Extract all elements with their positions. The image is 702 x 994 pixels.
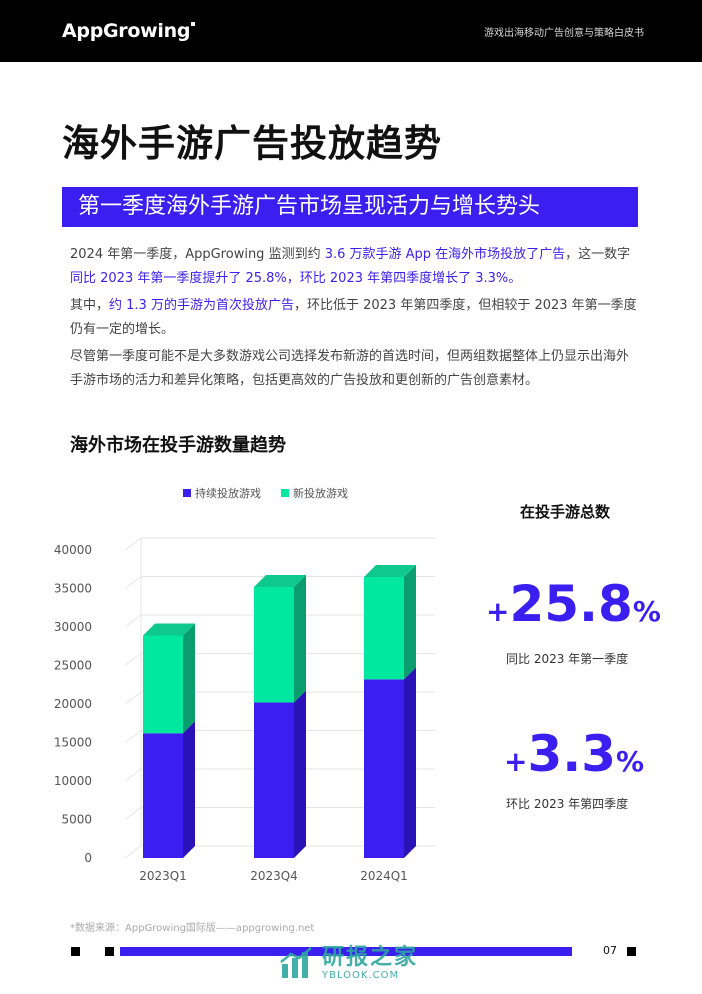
y-tick-label-4: 20000 xyxy=(54,697,92,711)
paragraph-2: 其中，约 1.3 万的手游为首次投放广告，环比低于 2023 年第四季度，但相较… xyxy=(70,294,638,342)
x-tick-label-2: 2024Q1 xyxy=(360,869,408,883)
watermark-sub-text: YBLOOK.COM xyxy=(322,969,400,981)
footer-square-left-2 xyxy=(105,947,114,956)
bar-top-2023Q1 xyxy=(143,623,195,636)
grid-side-4 xyxy=(124,691,142,705)
p1-highlight-1: 3.6 万款手游 App 在海外市场投放了广告 xyxy=(324,247,566,262)
qoq-caption: 环比 2023 年第四季度 xyxy=(506,797,629,811)
qoq-value: 3.3 xyxy=(527,725,617,783)
yoy-value: 25.8 xyxy=(509,575,633,633)
grid-side-3 xyxy=(124,730,142,743)
qoq-percent: % xyxy=(616,745,645,778)
footer-square-right xyxy=(627,947,636,956)
bar-2023Q1-continuing xyxy=(143,733,183,858)
bar-side-2024Q1-0 xyxy=(404,667,416,858)
bar-2023Q4-continuing xyxy=(254,702,294,858)
stacked-bar-chart: 0 5000 10000 15000 20000 25000 30000 35000 40000… xyxy=(54,537,435,883)
y-tick-label-5: 25000 xyxy=(54,659,92,673)
y-tick-label-8: 40000 xyxy=(54,543,92,557)
yoy-caption: 同比 2023 年第一季度 xyxy=(506,652,629,666)
paragraph-1: 2024 年第一季度，AppGrowing 监测到约 3.6 万款手游 App … xyxy=(70,243,638,291)
bar-2023Q1-new xyxy=(143,635,183,734)
bar-side-2023Q1-1 xyxy=(183,623,195,734)
stats-title: 在投手游总数 xyxy=(520,503,611,521)
grid-side-5 xyxy=(124,653,142,666)
legend-item-continuing: 持续投放游戏 xyxy=(183,485,261,501)
bar-2024Q1-continuing xyxy=(364,679,404,858)
bar-2024Q1-new xyxy=(364,576,404,680)
yoy-percent: % xyxy=(632,595,661,628)
bar-side-2023Q1-0 xyxy=(183,721,195,858)
legend-label-continuing: 持续投放游戏 xyxy=(195,487,261,500)
footer-square-left xyxy=(71,947,80,956)
document-title: 游戏出海移动广告创意与策略白皮书 xyxy=(484,28,644,39)
y-tick-label-0: 0 xyxy=(84,851,92,865)
grid-side-6 xyxy=(124,614,142,628)
logo-text: AppGrowing xyxy=(62,20,191,42)
watermark-chart-icon xyxy=(280,947,312,978)
paragraph-3: 尽管第一季度可能不是大多数游戏公司选择发布新游的首选时间，但两组数据整体上仍显示… xyxy=(70,349,630,388)
p2-text-c: ，环比低于 2023 年第四季度，但相较于 2023 年第一季度仍有一定的增长。 xyxy=(70,298,637,337)
header-bar: AppGrowing 游戏出海移动广告创意与策略白皮书 xyxy=(0,0,702,62)
grid-side-0 xyxy=(124,845,142,859)
bar-side-2023Q4-0 xyxy=(294,690,306,858)
y-tick-label-3: 15000 xyxy=(54,736,92,750)
page-title: 海外手游广告投放趋势 xyxy=(62,122,442,165)
section-banner: 第一季度海外手游广告市场呈现活力与增长势头 xyxy=(62,187,638,227)
y-tick-label-2: 10000 xyxy=(54,774,92,788)
bar-2023Q4-new xyxy=(254,586,294,703)
bar-top-2023Q4 xyxy=(254,574,306,587)
p1-text-c: ，这一数字 xyxy=(565,247,631,262)
appgrowing-logo[interactable]: AppGrowing xyxy=(62,20,196,42)
footer-bar xyxy=(120,947,572,956)
p1-text-a: 2024 年第一季度，AppGrowing 监测到约 xyxy=(70,247,325,262)
bar-side-2024Q1-1 xyxy=(404,564,416,680)
grid-side-8 xyxy=(124,537,142,551)
legend-swatch-continuing xyxy=(183,489,191,497)
x-tick-label-0: 2023Q1 xyxy=(139,869,187,883)
yoy-growth-stat: +25.8% xyxy=(486,575,661,633)
x-tick-label-1: 2023Q4 xyxy=(250,869,298,883)
page-number: 07 xyxy=(603,944,617,957)
data-source: *数据来源：AppGrowing国际版——appgrowing.net xyxy=(70,923,315,934)
chart-legend: 持续投放游戏 新投放游戏 xyxy=(183,485,348,501)
p2-highlight: 约 1.3 万的手游为首次投放广告 xyxy=(109,298,294,313)
y-tick-label-7: 35000 xyxy=(54,582,92,596)
watermark-main-text: 研报之家 xyxy=(322,944,419,970)
p1-highlight-2: 同比 2023 年第一季度提升了 25.8%，环比 2023 年第四季度增长了 … xyxy=(70,271,522,286)
grid-side-2 xyxy=(124,768,142,782)
legend-label-new: 新投放游戏 xyxy=(293,487,348,500)
grid-side-1 xyxy=(124,807,142,820)
logo-square-icon xyxy=(191,22,196,26)
grid-side-7 xyxy=(124,576,142,589)
p2-text-a: 其中， xyxy=(70,298,110,313)
y-tick-label-6: 30000 xyxy=(54,620,92,634)
yoy-plus: + xyxy=(486,595,510,628)
legend-item-new: 新投放游戏 xyxy=(281,485,348,501)
bar-side-2023Q4-1 xyxy=(294,574,306,703)
watermark: 研报之家 YBLOOK.COM xyxy=(278,944,418,982)
bar-top-2024Q1 xyxy=(364,564,416,577)
legend-swatch-new xyxy=(281,489,289,497)
qoq-growth-stat: +3.3% xyxy=(504,725,644,783)
chart-title: 海外市场在投手游数量趋势 xyxy=(70,435,286,456)
y-tick-label-1: 5000 xyxy=(61,813,92,827)
qoq-plus: + xyxy=(504,745,528,778)
